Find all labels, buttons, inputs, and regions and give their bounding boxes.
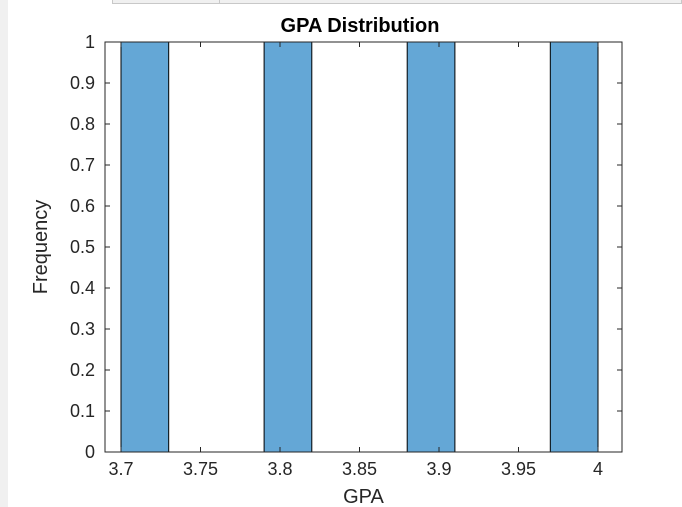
y-axis-label: Frequency <box>30 200 52 295</box>
x-tick-label: 3.75 <box>183 459 218 479</box>
bar-group <box>120 41 599 453</box>
y-tick-label: 1 <box>85 32 95 52</box>
histogram-bar <box>549 41 599 453</box>
x-axis-label: GPA <box>343 486 384 507</box>
plot-area-frame <box>104 41 623 453</box>
x-tick-label: 3.9 <box>426 459 451 479</box>
x-tick-label: 3.85 <box>342 459 377 479</box>
y-tick-label: 0.2 <box>70 360 95 380</box>
x-tick-label: 4 <box>593 459 603 479</box>
x-tick-label: 3.7 <box>108 459 133 479</box>
y-tick-label: 0.4 <box>70 278 95 298</box>
histogram-bar <box>120 41 170 453</box>
left-window-edge <box>0 0 8 507</box>
axis-ticks: 3.7 3.75 3.8 3.85 3.9 3.95 4 0 0.1 0.2 0.3 0.4 0.5 0.… <box>70 32 622 479</box>
window-tab[interactable] <box>112 0 220 4</box>
y-tick-label: 0.5 <box>70 237 95 257</box>
y-tick-label: 0.1 <box>70 401 95 421</box>
chart-title: GPA Distribution <box>281 15 440 37</box>
y-tick-label: 0 <box>85 442 95 462</box>
histogram-bar <box>263 41 313 453</box>
x-tick-label: 3.95 <box>501 459 536 479</box>
x-tick-label: 3.8 <box>267 459 292 479</box>
y-tick-label: 0.3 <box>70 319 95 339</box>
y-tick-label: 0.8 <box>70 114 95 134</box>
y-tick-label: 0.6 <box>70 196 95 216</box>
histogram-bar <box>406 41 456 453</box>
y-tick-label: 0.7 <box>70 155 95 175</box>
y-tick-label: 0.9 <box>70 73 95 93</box>
